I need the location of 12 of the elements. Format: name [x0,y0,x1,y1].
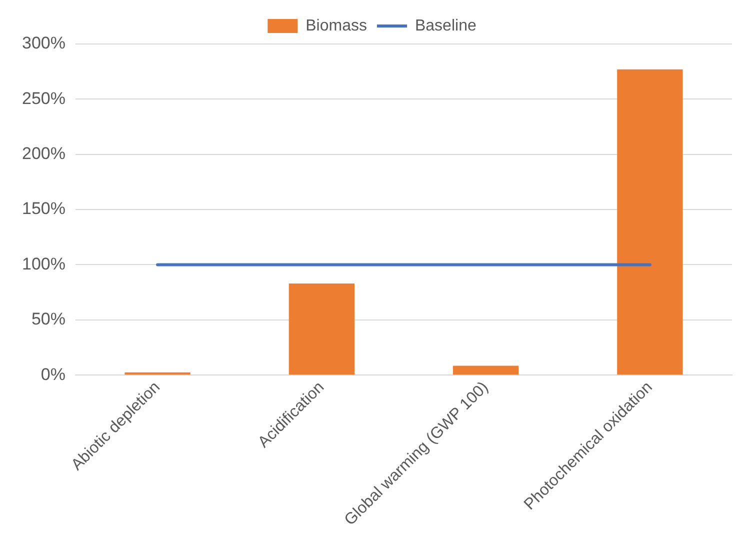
bar [617,69,683,375]
y-tick-label: 200% [22,144,66,164]
y-tick-label: 300% [22,34,66,53]
y-tick-label: 0% [40,364,66,384]
y-tick-label: 100% [22,254,66,274]
y-tick-label: 150% [22,199,66,218]
legend-label: Baseline [414,17,476,34]
bar [288,283,354,375]
bar [452,366,519,375]
y-tick-label: 250% [22,88,66,108]
legend-label: Biomass [306,17,367,34]
y-tick-label: 50% [31,310,66,329]
